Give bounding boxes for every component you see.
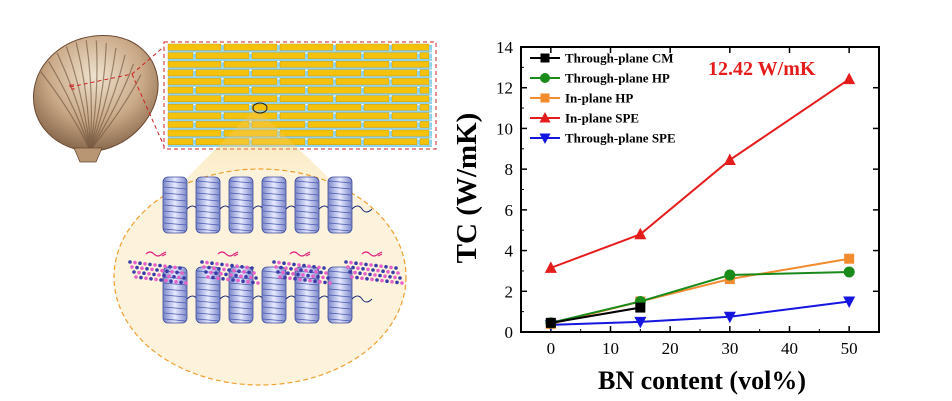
x-axis-title: BN content (vol%) bbox=[598, 366, 806, 395]
legend-label: Through-plane SPE bbox=[565, 131, 676, 146]
legend-marker bbox=[539, 133, 551, 144]
y-tick-label: 2 bbox=[505, 282, 514, 301]
y-axis-title: TC (W/mK) bbox=[451, 113, 483, 264]
peak-annotation: 12.42 W/mK bbox=[708, 58, 816, 80]
data-point bbox=[844, 253, 855, 264]
data-point bbox=[634, 316, 647, 329]
illustration-panel bbox=[32, 35, 437, 386]
y-tick-label: 12 bbox=[496, 79, 513, 98]
brick-mortar-icon bbox=[163, 41, 437, 150]
series-line bbox=[550, 300, 850, 326]
data-point bbox=[634, 227, 647, 240]
x-tick-label: 40 bbox=[781, 339, 798, 358]
legend-label: Through-plane CM bbox=[565, 51, 673, 66]
bn-sheet-icon bbox=[128, 251, 404, 285]
x-tick-label: 50 bbox=[841, 339, 858, 358]
data-point bbox=[723, 311, 736, 324]
y-tick-label: 0 bbox=[505, 323, 514, 342]
legend-marker bbox=[540, 53, 550, 63]
data-point bbox=[635, 302, 646, 313]
y-tick-label: 8 bbox=[505, 160, 514, 179]
y-tick-label: 14 bbox=[496, 38, 514, 57]
legend-entry: Through-plane CM bbox=[530, 51, 673, 66]
legend-marker bbox=[539, 112, 551, 123]
polymer-chain-icon bbox=[162, 176, 373, 324]
series-in-plane-spe bbox=[544, 72, 856, 273]
bn-sheet bbox=[200, 251, 260, 285]
bn-sheet bbox=[344, 251, 404, 285]
polymer-fibril bbox=[327, 176, 373, 234]
series-layer bbox=[544, 72, 856, 332]
series-through-plane-hp bbox=[545, 266, 855, 329]
seashell-icon bbox=[32, 35, 159, 163]
series-line bbox=[550, 306, 641, 324]
chart-axes: 0 2 4 6 8 10 12 14 0 10 20 30 40 50 bbox=[496, 38, 880, 358]
data-point bbox=[843, 296, 856, 308]
chart-legend: Through-plane CM Through-plane HP In-plane… bbox=[530, 51, 676, 146]
legend-entry: Through-plane SPE bbox=[530, 131, 676, 146]
series-line bbox=[550, 78, 850, 269]
x-tick-label: 0 bbox=[547, 339, 556, 358]
polymer-fibril bbox=[195, 266, 241, 324]
data-point bbox=[544, 261, 557, 273]
series-line bbox=[550, 270, 850, 324]
data-point bbox=[723, 153, 736, 165]
legend-label: In-plane HP bbox=[565, 91, 633, 106]
polymer-fibril bbox=[327, 266, 373, 324]
x-tick-label: 20 bbox=[662, 339, 679, 358]
legend-marker bbox=[540, 73, 550, 83]
data-point bbox=[843, 72, 856, 85]
data-point bbox=[724, 269, 736, 281]
legend-entry: In-plane SPE bbox=[530, 111, 639, 126]
x-tick-label: 10 bbox=[602, 339, 619, 358]
legend-entry: In-plane HP bbox=[530, 91, 633, 106]
polymer-fibril bbox=[195, 176, 241, 234]
data-point bbox=[545, 317, 556, 328]
y-tick-label: 10 bbox=[496, 119, 513, 138]
zoom-lines bbox=[69, 44, 167, 147]
polymer-fibril bbox=[162, 176, 208, 234]
x-tick-label: 30 bbox=[721, 339, 738, 358]
series-line bbox=[550, 257, 850, 325]
legend-label: In-plane SPE bbox=[565, 111, 639, 126]
data-point bbox=[843, 266, 855, 278]
y-tick-label: 4 bbox=[505, 242, 514, 261]
bn-sheet bbox=[128, 251, 188, 285]
legend-entry: Through-plane HP bbox=[530, 71, 670, 86]
legend-marker bbox=[540, 93, 550, 103]
legend-label: Through-plane HP bbox=[565, 71, 670, 86]
bn-sheet bbox=[272, 251, 332, 285]
series-through-plane-cm bbox=[545, 302, 646, 328]
y-tick-label: 6 bbox=[505, 201, 514, 220]
